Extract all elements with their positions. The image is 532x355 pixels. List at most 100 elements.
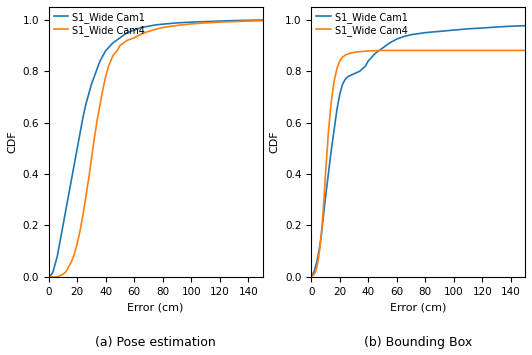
S1_Wide Cam1: [321, 208, 327, 212]
S1_Wide Cam1: [351, 72, 357, 76]
S1_Wide Cam4: [328, 100, 335, 104]
S1_Wide Cam1: [319, 221, 326, 225]
Line: S1_Wide Cam1: S1_Wide Cam1: [49, 20, 262, 277]
S1_Wide Cam4: [110, 54, 116, 58]
S1_Wide Cam4: [71, 252, 78, 256]
S1_Wide Cam1: [86, 92, 92, 97]
S1_Wide Cam4: [339, 55, 346, 59]
S1_Wide Cam4: [479, 48, 486, 53]
S1_Wide Cam1: [53, 260, 59, 264]
S1_Wide Cam1: [328, 149, 335, 153]
S1_Wide Cam1: [82, 103, 89, 107]
S1_Wide Cam4: [91, 136, 97, 140]
S1_Wide Cam1: [80, 115, 86, 120]
S1_Wide Cam1: [97, 59, 103, 63]
S1_Wide Cam4: [365, 49, 371, 53]
Legend: S1_Wide Cam1, S1_Wide Cam4: S1_Wide Cam1, S1_Wide Cam4: [54, 12, 145, 36]
S1_Wide Cam1: [131, 28, 137, 32]
S1_Wide Cam1: [401, 34, 407, 39]
S1_Wide Cam1: [331, 128, 337, 132]
X-axis label: Error (cm): Error (cm): [128, 302, 184, 312]
S1_Wide Cam4: [422, 48, 428, 53]
S1_Wide Cam4: [99, 87, 106, 91]
S1_Wide Cam1: [48, 272, 55, 277]
S1_Wide Cam4: [451, 48, 457, 53]
Text: (b) Bounding Box: (b) Bounding Box: [364, 336, 472, 349]
S1_Wide Cam4: [354, 50, 360, 54]
S1_Wide Cam4: [325, 131, 331, 135]
S1_Wide Cam4: [105, 64, 112, 68]
S1_Wide Cam1: [317, 244, 323, 248]
S1_Wide Cam4: [345, 51, 352, 56]
S1_Wide Cam1: [110, 41, 116, 45]
S1_Wide Cam1: [345, 74, 352, 78]
S1_Wide Cam1: [88, 82, 95, 86]
S1_Wide Cam1: [360, 66, 366, 71]
S1_Wide Cam1: [354, 70, 360, 75]
S1_Wide Cam4: [77, 229, 84, 233]
S1_Wide Cam1: [322, 195, 329, 199]
S1_Wide Cam4: [117, 43, 123, 48]
S1_Wide Cam1: [348, 73, 354, 77]
S1_Wide Cam1: [91, 74, 97, 78]
S1_Wide Cam1: [217, 19, 223, 23]
S1_Wide Cam1: [408, 33, 414, 37]
S1_Wide Cam4: [86, 177, 92, 181]
S1_Wide Cam4: [308, 275, 314, 279]
S1_Wide Cam1: [259, 18, 265, 22]
S1_Wide Cam1: [422, 31, 428, 35]
S1_Wide Cam4: [94, 118, 101, 122]
S1_Wide Cam1: [46, 275, 52, 279]
S1_Wide Cam4: [342, 53, 348, 57]
S1_Wide Cam4: [131, 36, 137, 40]
S1_Wide Cam1: [508, 24, 514, 28]
S1_Wide Cam1: [77, 131, 84, 135]
S1_Wide Cam4: [321, 195, 327, 199]
S1_Wide Cam4: [415, 48, 421, 53]
S1_Wide Cam1: [386, 41, 393, 45]
Line: S1_Wide Cam1: S1_Wide Cam1: [311, 26, 525, 277]
S1_Wide Cam4: [348, 51, 354, 55]
S1_Wide Cam4: [217, 20, 223, 24]
S1_Wide Cam1: [153, 23, 159, 27]
S1_Wide Cam4: [160, 25, 166, 29]
S1_Wide Cam1: [362, 64, 369, 68]
S1_Wide Cam1: [231, 18, 237, 23]
S1_Wide Cam1: [51, 264, 57, 269]
S1_Wide Cam4: [82, 195, 89, 199]
Line: S1_Wide Cam4: S1_Wide Cam4: [311, 50, 525, 277]
S1_Wide Cam4: [231, 20, 237, 24]
S1_Wide Cam4: [362, 49, 369, 53]
S1_Wide Cam1: [174, 21, 180, 25]
S1_Wide Cam4: [337, 59, 343, 63]
S1_Wide Cam4: [174, 23, 180, 28]
S1_Wide Cam4: [138, 32, 145, 36]
Legend: S1_Wide Cam1, S1_Wide Cam4: S1_Wide Cam1, S1_Wide Cam4: [316, 12, 408, 36]
S1_Wide Cam4: [408, 48, 414, 53]
S1_Wide Cam1: [160, 22, 166, 26]
S1_Wide Cam1: [117, 36, 123, 40]
S1_Wide Cam1: [188, 20, 195, 24]
S1_Wide Cam4: [48, 275, 55, 279]
S1_Wide Cam4: [74, 241, 80, 246]
S1_Wide Cam4: [522, 48, 528, 53]
S1_Wide Cam4: [46, 275, 52, 279]
S1_Wide Cam4: [360, 49, 366, 54]
S1_Wide Cam4: [351, 50, 357, 55]
S1_Wide Cam4: [334, 66, 340, 71]
S1_Wide Cam4: [202, 21, 209, 25]
S1_Wide Cam1: [394, 37, 400, 41]
S1_Wide Cam4: [319, 215, 326, 220]
S1_Wide Cam1: [314, 260, 320, 264]
S1_Wide Cam1: [47, 273, 53, 278]
S1_Wide Cam1: [71, 162, 78, 166]
S1_Wide Cam1: [99, 54, 106, 58]
S1_Wide Cam1: [436, 29, 443, 33]
S1_Wide Cam1: [310, 272, 316, 277]
S1_Wide Cam1: [103, 49, 109, 53]
S1_Wide Cam1: [318, 234, 325, 238]
S1_Wide Cam1: [124, 31, 130, 35]
S1_Wide Cam1: [94, 66, 101, 71]
S1_Wide Cam4: [68, 260, 74, 264]
S1_Wide Cam4: [394, 48, 400, 53]
